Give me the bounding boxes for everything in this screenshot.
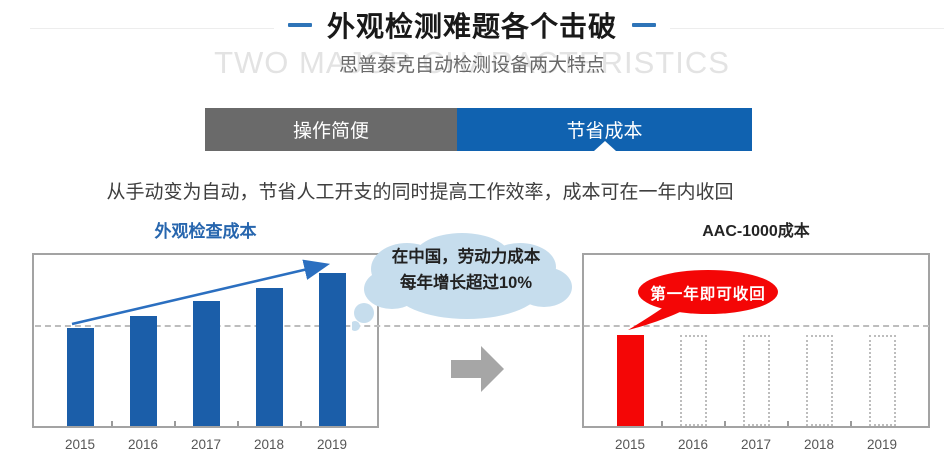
axis-tick: [661, 421, 663, 426]
speech-bubble-icon: [628, 270, 778, 330]
x-axis-label: 2015: [64, 437, 96, 452]
left-chart-x-axis: 2015 2016 2017 2018 2019: [34, 437, 377, 453]
tab-cost-saving[interactable]: 节省成本: [457, 108, 752, 151]
right-chart-x-axis: 2015 2016 2017 2018 2019: [584, 437, 928, 453]
right-chart-bars: [584, 255, 928, 426]
bar-2017: [192, 301, 220, 426]
title-dash-right: [632, 23, 657, 27]
x-axis-label: 2016: [127, 437, 159, 452]
x-axis-label: 2018: [253, 437, 285, 452]
right-chart-title: AAC-1000成本: [702, 223, 810, 240]
bar-2018: [255, 288, 283, 426]
transition-arrow-icon: [451, 346, 504, 392]
axis-tick: [237, 421, 239, 426]
dashed-baseline: [35, 325, 929, 327]
page-title-group: 外观检测难题各个击破: [273, 5, 671, 45]
ghost-bar-2016: [679, 335, 707, 426]
tab-cost-saving-label: 节省成本: [566, 121, 643, 142]
bar-2015: [66, 328, 94, 426]
x-axis-label: 2019: [316, 437, 348, 452]
axis-tick: [724, 421, 726, 426]
x-axis-label: 2019: [866, 437, 898, 452]
active-tab-notch: [593, 141, 616, 151]
x-axis-label: 2017: [190, 437, 222, 452]
watermark-text: TWO MAJOR CHARACTERISTICS: [214, 45, 730, 80]
bar-2019: [318, 273, 346, 426]
left-chart-bars: [34, 255, 377, 426]
cloud-note-line1: 在中国，劳动力成本: [391, 248, 541, 266]
axis-tick: [850, 421, 852, 426]
x-axis-label: 2015: [614, 437, 646, 452]
axis-tick: [174, 421, 176, 426]
cost-recovery-note: 第一年即可收回: [650, 286, 766, 303]
thought-cloud-icon: [350, 233, 572, 331]
cloud-callout: 在中国，劳动力成本 每年增长超过10%: [350, 227, 578, 331]
axis-tick: [787, 421, 789, 426]
x-axis-label: 2016: [677, 437, 709, 452]
feature-tabs: 操作简便 节省成本: [205, 108, 752, 151]
tab-description: 从手动变为自动，节省人工开支的同时提高工作效率，成本可在一年内收回: [106, 182, 734, 203]
bar-2016: [129, 316, 157, 426]
x-axis-label: 2018: [803, 437, 835, 452]
cost-recovery-callout: 第一年即可收回: [622, 269, 784, 333]
x-axis-label: 2017: [740, 437, 772, 452]
axis-tick: [111, 421, 113, 426]
tab-easy-operation[interactable]: 操作简便: [205, 108, 457, 151]
ghost-bar-2017: [742, 335, 770, 426]
ghost-bar-2019: [868, 335, 896, 426]
title-dash-left: [287, 23, 312, 27]
axis-tick: [300, 421, 302, 426]
cloud-note-line2: 每年增长超过10%: [399, 274, 533, 292]
left-chart-title: 外观检查成本: [154, 222, 257, 241]
page-subtitle: 思普泰克自动检测设备两大特点: [338, 55, 605, 76]
bar-2015: [616, 335, 644, 426]
ghost-bar-2018: [805, 335, 833, 426]
cloud-note: 在中国，劳动力成本 每年增长超过10%: [376, 244, 556, 296]
page-title: 外观检测难题各个击破: [326, 11, 618, 42]
